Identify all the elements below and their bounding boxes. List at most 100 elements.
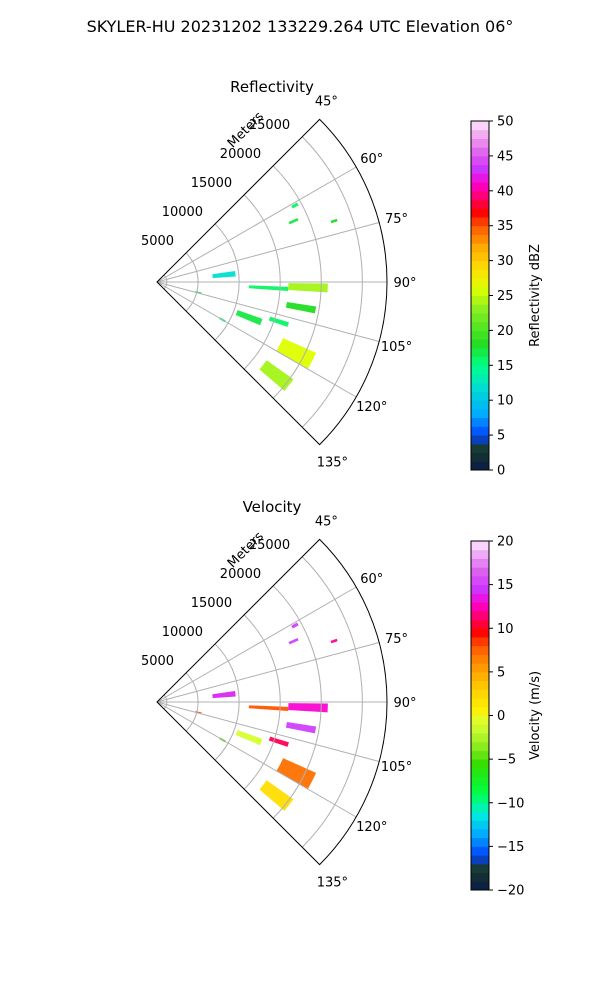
azimuth-tick-label: 120° [356, 820, 387, 835]
colorbar-segment [471, 155, 489, 166]
colorbar-segment [471, 182, 489, 192]
echo-cell [248, 705, 289, 711]
colorbar-segment [471, 173, 489, 183]
colorbar-tick-label: 15 [497, 578, 514, 593]
azimuth-tick-label: 90° [393, 696, 416, 711]
colorbar-segment [471, 129, 489, 139]
colorbar-tick-label: 20 [497, 324, 514, 339]
echo-cell [212, 691, 236, 699]
colorbar-segment [471, 225, 489, 235]
azimuth-gridline [156, 221, 380, 283]
colorbar-segment [471, 794, 489, 804]
echo-cell [259, 780, 294, 811]
colorbar-segment [471, 356, 489, 366]
colorbar-tick-label: 50 [497, 115, 514, 130]
colorbar-segment [471, 278, 489, 288]
colorbar-segment [471, 846, 489, 856]
echo-cell [212, 271, 236, 279]
azimuth-gridline [156, 281, 380, 343]
range-tick-label: 10000 [162, 205, 203, 220]
colorbar-segment [471, 881, 489, 891]
colorbar-segment [471, 636, 489, 647]
colorbar-segment [471, 461, 489, 471]
figure-title: SKYLER-HU 20231202 133229.264 UTC Elevat… [87, 17, 514, 36]
range-tick-label: 25000 [249, 538, 290, 553]
colorbar-segment [471, 260, 489, 270]
colorbar-segment [471, 269, 489, 279]
colorbar-tick-label: 45 [497, 149, 514, 164]
colorbar-segment [471, 400, 489, 410]
colorbar-tick-label: −5 [497, 753, 516, 768]
panel-title-velocity: Velocity [243, 498, 302, 516]
colorbar-segment [471, 443, 489, 454]
colorbar-tick-label: 10 [497, 622, 514, 637]
colorbar-tick-label: −15 [497, 840, 524, 855]
azimuth-tick-label: 120° [356, 400, 387, 415]
range-tick-label: 15000 [191, 596, 232, 611]
colorbar-segment [471, 234, 489, 244]
colorbar-segment [471, 645, 489, 655]
echo-cell [276, 338, 317, 370]
colorbar-segment [471, 208, 489, 218]
azimuth-gridline [156, 701, 380, 763]
azimuth-gridline [156, 641, 380, 703]
azimuth-tick-label: 45° [315, 95, 338, 110]
colorbar-segment [471, 584, 489, 594]
echo-cell [291, 622, 299, 629]
colorbar-segment [471, 147, 489, 157]
sector-outline [156, 118, 388, 446]
azimuth-tick-label: 75° [385, 212, 408, 227]
azimuth-gridline [156, 281, 357, 398]
colorbar-label: Reflectivity dBZ [528, 244, 543, 347]
colorbar-segment [471, 541, 489, 551]
colorbar-segment [471, 663, 489, 673]
colorbar-segment [471, 426, 489, 436]
range-tick-label: 20000 [220, 147, 261, 162]
echo-cell [285, 301, 317, 314]
azimuth-tick-label: 60° [360, 152, 383, 167]
range-tick-label: 25000 [249, 118, 290, 133]
colorbar-segment [471, 365, 489, 375]
colorbar-segment [471, 715, 489, 725]
colorbar-tick-label: 5 [497, 665, 505, 680]
colorbar-segment [471, 785, 489, 795]
colorbar-segment [471, 732, 489, 743]
colorbar-tick-label: 0 [497, 464, 505, 479]
colorbar-segment [471, 750, 489, 760]
colorbar-segment [471, 312, 489, 323]
colorbar-segment [471, 802, 489, 812]
colorbar-segment [471, 610, 489, 621]
colorbar-segment [471, 820, 489, 830]
colorbar-segment [471, 602, 489, 612]
colorbar-segment [471, 593, 489, 603]
colorbar-tick-label: 20 [497, 535, 514, 550]
colorbar-tick-label: 25 [497, 289, 514, 304]
colorbar-segment [471, 321, 489, 331]
colorbar-segment [471, 190, 489, 201]
colorbar-tick-label: 0 [497, 709, 505, 724]
colorbar-segment [471, 435, 489, 445]
echo-cell [276, 758, 317, 790]
colorbar-segment [471, 837, 489, 847]
colorbar-segment [471, 382, 489, 392]
colorbar-tick-label: −20 [497, 884, 524, 899]
colorbar-segment [471, 872, 489, 882]
range-tick-label: 5000 [141, 654, 174, 669]
colorbar-segment [471, 164, 489, 174]
azimuth-tick-label: 105° [381, 760, 412, 775]
colorbar-segment [471, 408, 489, 419]
colorbar-segment [471, 689, 489, 699]
colorbar-tick-label: 15 [497, 359, 514, 374]
echo-cell [288, 217, 299, 225]
colorbar-segment [471, 628, 489, 638]
velocity-ppi-panel: 45° 60° 75° 90° 105° 120° 135° 5000 10000 15000 20… [141, 515, 417, 891]
colorbar-segment [471, 828, 489, 839]
colorbar-segment [471, 759, 489, 769]
colorbar-segment [471, 295, 489, 305]
colorbar-segment [471, 121, 489, 131]
azimuth-gridline [156, 701, 357, 818]
colorbar-tick-label: 40 [497, 184, 514, 199]
azimuth-tick-label: 90° [393, 276, 416, 291]
echo-cell [248, 285, 289, 291]
colorbar-tick-label: 5 [497, 429, 505, 444]
